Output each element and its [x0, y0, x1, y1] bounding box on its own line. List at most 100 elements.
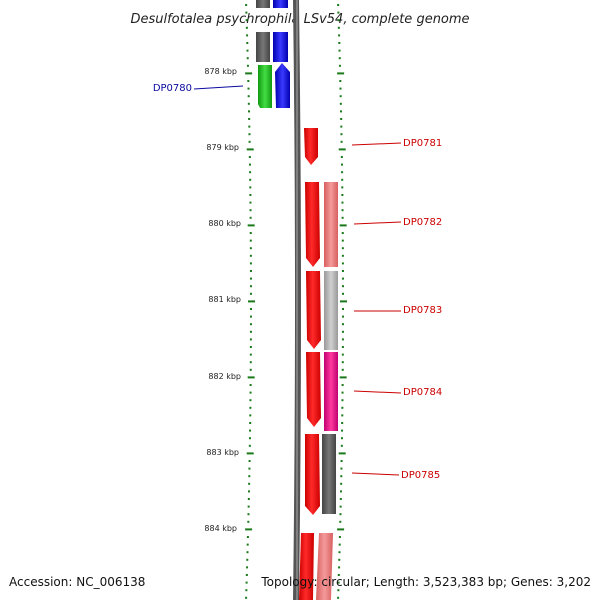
minor-tick — [247, 498, 250, 500]
gene-arrow-dp0781[interactable] — [304, 128, 318, 165]
gene-block-gray[interactable] — [324, 271, 338, 350]
minor-tick — [246, 558, 249, 561]
major-tick — [337, 72, 345, 75]
minor-tick — [341, 254, 344, 257]
map-title: Desulfotalea psychrophila LSv54, complet… — [130, 12, 469, 27]
minor-tick — [337, 589, 340, 592]
minor-tick — [337, 11, 340, 14]
minor-tick — [340, 437, 343, 440]
minor-tick — [249, 254, 252, 257]
minor-tick — [340, 110, 343, 113]
gene-label-dp0784[interactable]: DP0784 — [403, 387, 442, 398]
minor-tick — [246, 566, 249, 569]
gene-block-blue[interactable] — [273, 0, 288, 8]
minor-tick — [249, 194, 252, 196]
gene-arrow-dp0785[interactable] — [305, 434, 320, 515]
major-tick — [338, 452, 346, 455]
minor-tick — [341, 399, 344, 402]
major-tick — [338, 148, 346, 151]
minor-tick — [245, 589, 248, 592]
leader-line-dp0785 — [351, 472, 400, 476]
leader-line-dp0780 — [193, 85, 244, 90]
minor-tick — [245, 26, 248, 29]
gene-label-dp0783[interactable]: DP0783 — [403, 305, 442, 316]
gene-label-dp0782[interactable]: DP0782 — [403, 217, 442, 228]
minor-tick — [340, 125, 343, 128]
tick-label-883: 883 kbp — [206, 448, 239, 457]
minor-tick — [338, 42, 341, 44]
gene-arrow-red[interactable] — [299, 533, 314, 600]
minor-tick — [340, 467, 343, 470]
minor-tick — [249, 277, 252, 280]
minor-tick — [247, 102, 250, 105]
minor-tick — [249, 406, 252, 409]
minor-tick — [341, 171, 344, 174]
minor-tick — [338, 551, 341, 554]
gene-block-blue[interactable] — [273, 32, 288, 62]
minor-tick — [248, 437, 251, 440]
minor-tick — [246, 536, 249, 538]
minor-tick — [246, 34, 249, 37]
gene-arrow-dp0784[interactable] — [306, 352, 321, 427]
minor-tick — [340, 444, 343, 447]
minor-tick — [341, 239, 344, 242]
minor-tick — [340, 163, 343, 166]
gene-arrow-dp0782[interactable] — [305, 182, 320, 267]
gene-label-dp0781[interactable]: DP0781 — [403, 138, 442, 149]
topology-text: Topology: circular; Length: 3,523,383 bp… — [260, 575, 591, 589]
minor-tick — [341, 361, 344, 364]
minor-tick — [249, 270, 252, 272]
minor-tick — [249, 239, 252, 242]
minor-tick — [247, 505, 250, 508]
minor-tick — [341, 338, 344, 341]
minor-tick — [341, 201, 344, 204]
minor-tick — [247, 520, 250, 523]
gene-arrow-dp0783[interactable] — [306, 271, 321, 349]
minor-tick — [339, 498, 342, 500]
major-tick — [247, 224, 255, 227]
gene-block-green[interactable] — [258, 65, 272, 108]
gene-block-pink[interactable] — [316, 533, 333, 600]
gene-block-dark-gray[interactable] — [256, 32, 270, 62]
minor-tick — [246, 64, 249, 67]
gene-label-dp0780[interactable]: DP0780 — [153, 83, 192, 94]
minor-tick — [337, 26, 340, 29]
minor-tick — [339, 490, 342, 493]
minor-tick — [245, 4, 248, 6]
minor-tick — [246, 57, 249, 60]
minor-tick — [248, 156, 251, 158]
gene-label-dp0785[interactable]: DP0785 — [401, 470, 440, 481]
major-tick — [245, 72, 253, 75]
minor-tick — [341, 209, 344, 212]
minor-tick — [248, 475, 251, 478]
gene-arrow-blue[interactable] — [275, 63, 290, 108]
minor-tick — [341, 262, 344, 265]
minor-tick — [249, 186, 252, 189]
minor-tick — [249, 201, 252, 204]
minor-tick — [249, 262, 252, 265]
minor-tick — [246, 42, 249, 44]
gene-block-magenta[interactable] — [324, 352, 338, 431]
minor-tick — [246, 49, 249, 52]
gene-block-dark-gray[interactable] — [256, 0, 270, 8]
minor-tick — [248, 118, 251, 120]
minor-tick — [249, 171, 252, 174]
minor-tick — [248, 163, 251, 166]
minor-tick — [249, 209, 252, 212]
minor-tick — [341, 315, 344, 318]
major-tick — [246, 452, 254, 455]
gene-block-dark-gray[interactable] — [322, 434, 336, 514]
gene-block-pink[interactable] — [324, 182, 338, 267]
minor-tick — [249, 232, 252, 234]
tick-label-879: 879 kbp — [206, 143, 239, 152]
minor-tick — [338, 57, 341, 60]
minor-tick — [249, 292, 252, 295]
tick-label-884: 884 kbp — [204, 524, 237, 533]
minor-tick — [246, 543, 249, 546]
minor-tick — [249, 178, 252, 181]
minor-tick — [249, 391, 252, 394]
minor-tick — [340, 133, 343, 136]
minor-tick — [337, 19, 340, 22]
minor-tick — [338, 536, 341, 538]
